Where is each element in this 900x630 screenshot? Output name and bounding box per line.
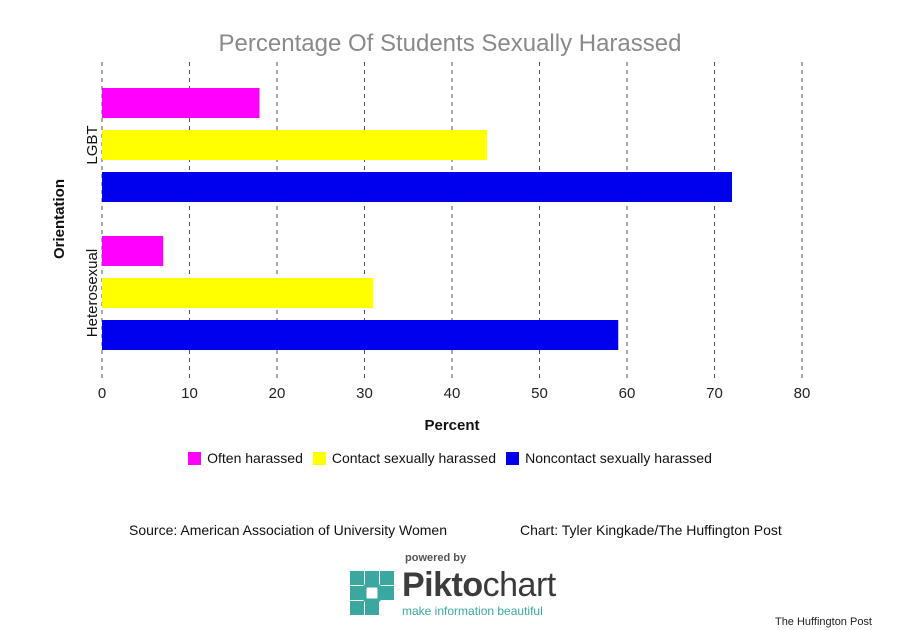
x-tick-labels: 0 10 20 30 40 50 60 70 80 — [98, 385, 811, 402]
x-tick-label: 30 — [356, 385, 373, 402]
bar — [102, 236, 164, 266]
powered-by-label: powered by — [405, 552, 467, 564]
chart-credit: Chart: Tyler Kingkade/The Huffington Pos… — [520, 522, 782, 538]
publisher-footer: The Huffington Post — [774, 616, 872, 628]
legend-item: Contact sexually harassed — [312, 450, 497, 466]
legend-label: Contact sexually harassed — [331, 450, 497, 466]
piktochart-logo[interactable]: Piktochart make information beautiful — [348, 568, 556, 618]
x-tick-label: 40 — [444, 385, 461, 402]
legend-swatch — [506, 451, 520, 465]
legend-label: Often harassed — [207, 450, 303, 466]
legend-item: Often harassed — [188, 450, 303, 466]
bar — [102, 130, 487, 160]
legend: Often harassed Contact sexually harassed N… — [0, 450, 900, 466]
bar — [102, 88, 260, 118]
x-tick-label: 80 — [794, 385, 811, 402]
legend-item: Noncontact sexually harassed — [506, 450, 712, 466]
chart-title: Percentage Of Students Sexually Harassed — [219, 30, 682, 57]
bar-chart: Percentage Of Students Sexually Harassed… — [51, 30, 811, 434]
bar — [102, 320, 619, 350]
category-labels: LGBT Heterosexual — [84, 125, 101, 337]
x-tick-label: 0 — [98, 385, 106, 402]
legend-swatch — [188, 451, 202, 465]
x-axis-label: Percent — [424, 417, 479, 434]
piktochart-logo-icon — [350, 571, 394, 615]
brand-name-b: chart — [482, 566, 557, 604]
bar — [102, 278, 374, 308]
legend-label: Noncontact sexually harassed — [525, 450, 712, 466]
legend-swatch — [312, 451, 326, 465]
category-label: Heterosexual — [84, 249, 101, 337]
y-axis-label: Orientation — [51, 179, 68, 259]
x-tick-label: 20 — [269, 385, 286, 402]
bars — [102, 88, 732, 350]
x-tick-label: 60 — [619, 385, 636, 402]
bar — [102, 172, 732, 202]
category-label: LGBT — [84, 125, 101, 164]
brand-name-a: Pikto — [402, 566, 483, 604]
x-tick-label: 70 — [706, 385, 723, 402]
x-tick-label: 10 — [181, 385, 198, 402]
brand-tagline: make information beautiful — [402, 604, 543, 618]
x-tick-label: 50 — [531, 385, 548, 402]
source-note: Source: American Association of Universi… — [129, 522, 447, 538]
